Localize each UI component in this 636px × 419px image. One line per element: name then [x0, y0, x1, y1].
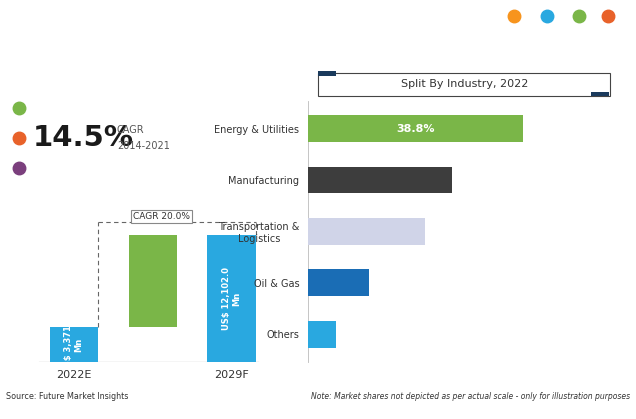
Bar	[308, 269, 370, 296]
Bar	[308, 167, 452, 194]
Bar	[207, 235, 256, 362]
Bar	[308, 321, 336, 347]
Text: fmi: fmi	[535, 39, 575, 58]
Bar	[308, 116, 523, 142]
Text: CAGR 20.0%: CAGR 20.0%	[133, 212, 190, 221]
Text: 38.8%: 38.8%	[397, 124, 435, 134]
Text: Note: Market shares not depicted as per actual scale - only for illustration pur: Note: Market shares not depicted as per …	[310, 392, 630, 401]
FancyBboxPatch shape	[318, 73, 611, 96]
Text: 2029F: 2029F	[214, 370, 249, 380]
Bar	[128, 235, 177, 327]
Bar	[318, 71, 336, 75]
Bar	[50, 327, 98, 362]
Text: US$ 12,102.0
Mn: US$ 12,102.0 Mn	[222, 267, 241, 330]
Text: CAGR: CAGR	[117, 125, 144, 135]
Text: US$ 3,371.0
Mn: US$ 3,371.0 Mn	[64, 316, 83, 373]
Text: Global Advanced Distribution Management: Global Advanced Distribution Management	[14, 26, 370, 41]
Bar	[308, 218, 425, 245]
Bar	[591, 92, 609, 96]
Text: Systems Market 2022-2029: Systems Market 2022-2029	[14, 59, 240, 73]
Text: 14.5%: 14.5%	[33, 124, 134, 152]
Text: 2014-2021: 2014-2021	[117, 141, 170, 151]
Text: Split By Industry, 2022: Split By Industry, 2022	[401, 79, 528, 89]
Text: 2022E: 2022E	[56, 370, 92, 380]
Text: Future Market Insights: Future Market Insights	[520, 77, 590, 82]
Text: Source: Future Market Insights: Source: Future Market Insights	[6, 392, 128, 401]
